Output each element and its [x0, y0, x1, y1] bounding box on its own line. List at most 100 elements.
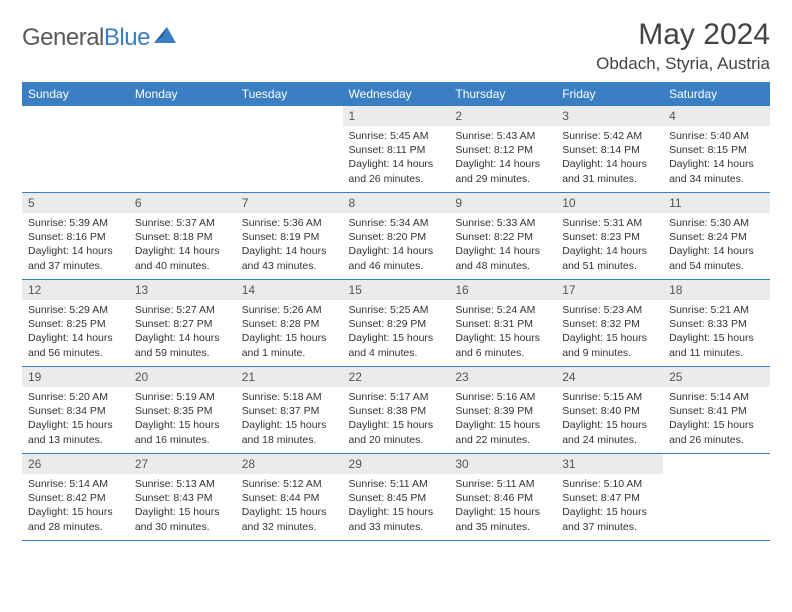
calendar-cell: 29Sunrise: 5:11 AMSunset: 8:45 PMDayligh… — [343, 454, 450, 541]
calendar-week-row: 19Sunrise: 5:20 AMSunset: 8:34 PMDayligh… — [22, 367, 770, 454]
calendar-cell: 28Sunrise: 5:12 AMSunset: 8:44 PMDayligh… — [236, 454, 343, 541]
day-number: 31 — [556, 454, 663, 474]
calendar-week-row: 26Sunrise: 5:14 AMSunset: 8:42 PMDayligh… — [22, 454, 770, 541]
day-header: Wednesday — [343, 82, 450, 106]
logo-text: GeneralBlue — [22, 24, 150, 52]
day-number: 18 — [663, 280, 770, 300]
calendar-cell: 16Sunrise: 5:24 AMSunset: 8:31 PMDayligh… — [449, 280, 556, 367]
calendar-cell: 8Sunrise: 5:34 AMSunset: 8:20 PMDaylight… — [343, 193, 450, 280]
calendar-cell: 30Sunrise: 5:11 AMSunset: 8:46 PMDayligh… — [449, 454, 556, 541]
day-number: 20 — [129, 367, 236, 387]
calendar-cell: 23Sunrise: 5:16 AMSunset: 8:39 PMDayligh… — [449, 367, 556, 454]
day-number: 11 — [663, 193, 770, 213]
calendar-cell — [236, 106, 343, 193]
day-details: Sunrise: 5:24 AMSunset: 8:31 PMDaylight:… — [449, 300, 556, 364]
day-header: Thursday — [449, 82, 556, 106]
day-details: Sunrise: 5:31 AMSunset: 8:23 PMDaylight:… — [556, 213, 663, 277]
day-details: Sunrise: 5:11 AMSunset: 8:45 PMDaylight:… — [343, 474, 450, 538]
day-details: Sunrise: 5:18 AMSunset: 8:37 PMDaylight:… — [236, 387, 343, 451]
day-header: Sunday — [22, 82, 129, 106]
day-details: Sunrise: 5:34 AMSunset: 8:20 PMDaylight:… — [343, 213, 450, 277]
day-number: 19 — [22, 367, 129, 387]
logo: GeneralBlue — [22, 18, 177, 52]
day-number: 1 — [343, 106, 450, 126]
day-details: Sunrise: 5:14 AMSunset: 8:41 PMDaylight:… — [663, 387, 770, 451]
day-header: Friday — [556, 82, 663, 106]
day-details: Sunrise: 5:42 AMSunset: 8:14 PMDaylight:… — [556, 126, 663, 190]
day-number: 2 — [449, 106, 556, 126]
title-block: May 2024 Obdach, Styria, Austria — [596, 18, 770, 74]
day-number: 6 — [129, 193, 236, 213]
day-details: Sunrise: 5:37 AMSunset: 8:18 PMDaylight:… — [129, 213, 236, 277]
day-details: Sunrise: 5:36 AMSunset: 8:19 PMDaylight:… — [236, 213, 343, 277]
calendar-cell: 9Sunrise: 5:33 AMSunset: 8:22 PMDaylight… — [449, 193, 556, 280]
day-number: 27 — [129, 454, 236, 474]
calendar-cell: 24Sunrise: 5:15 AMSunset: 8:40 PMDayligh… — [556, 367, 663, 454]
day-number: 23 — [449, 367, 556, 387]
day-number: 5 — [22, 193, 129, 213]
day-details: Sunrise: 5:25 AMSunset: 8:29 PMDaylight:… — [343, 300, 450, 364]
calendar-week-row: 12Sunrise: 5:29 AMSunset: 8:25 PMDayligh… — [22, 280, 770, 367]
day-details: Sunrise: 5:14 AMSunset: 8:42 PMDaylight:… — [22, 474, 129, 538]
day-details: Sunrise: 5:15 AMSunset: 8:40 PMDaylight:… — [556, 387, 663, 451]
day-number: 14 — [236, 280, 343, 300]
location: Obdach, Styria, Austria — [596, 54, 770, 74]
calendar-cell: 4Sunrise: 5:40 AMSunset: 8:15 PMDaylight… — [663, 106, 770, 193]
day-details: Sunrise: 5:30 AMSunset: 8:24 PMDaylight:… — [663, 213, 770, 277]
day-details: Sunrise: 5:13 AMSunset: 8:43 PMDaylight:… — [129, 474, 236, 538]
calendar-cell: 2Sunrise: 5:43 AMSunset: 8:12 PMDaylight… — [449, 106, 556, 193]
calendar-cell: 13Sunrise: 5:27 AMSunset: 8:27 PMDayligh… — [129, 280, 236, 367]
logo-triangle-icon — [153, 25, 177, 45]
day-number: 4 — [663, 106, 770, 126]
day-number — [663, 454, 770, 474]
day-details: Sunrise: 5:17 AMSunset: 8:38 PMDaylight:… — [343, 387, 450, 451]
day-details: Sunrise: 5:27 AMSunset: 8:27 PMDaylight:… — [129, 300, 236, 364]
day-number: 13 — [129, 280, 236, 300]
day-number: 3 — [556, 106, 663, 126]
day-details: Sunrise: 5:43 AMSunset: 8:12 PMDaylight:… — [449, 126, 556, 190]
calendar-cell: 17Sunrise: 5:23 AMSunset: 8:32 PMDayligh… — [556, 280, 663, 367]
calendar-week-row: 5Sunrise: 5:39 AMSunset: 8:16 PMDaylight… — [22, 193, 770, 280]
calendar-cell: 31Sunrise: 5:10 AMSunset: 8:47 PMDayligh… — [556, 454, 663, 541]
day-number: 16 — [449, 280, 556, 300]
day-number: 24 — [556, 367, 663, 387]
day-header: Saturday — [663, 82, 770, 106]
day-details: Sunrise: 5:39 AMSunset: 8:16 PMDaylight:… — [22, 213, 129, 277]
calendar-cell: 20Sunrise: 5:19 AMSunset: 8:35 PMDayligh… — [129, 367, 236, 454]
day-details: Sunrise: 5:23 AMSunset: 8:32 PMDaylight:… — [556, 300, 663, 364]
day-number: 17 — [556, 280, 663, 300]
day-number — [236, 106, 343, 126]
calendar-week-row: 1Sunrise: 5:45 AMSunset: 8:11 PMDaylight… — [22, 106, 770, 193]
calendar-cell: 27Sunrise: 5:13 AMSunset: 8:43 PMDayligh… — [129, 454, 236, 541]
calendar-cell: 3Sunrise: 5:42 AMSunset: 8:14 PMDaylight… — [556, 106, 663, 193]
day-number: 7 — [236, 193, 343, 213]
month-title: May 2024 — [596, 18, 770, 52]
calendar-cell: 6Sunrise: 5:37 AMSunset: 8:18 PMDaylight… — [129, 193, 236, 280]
day-number: 9 — [449, 193, 556, 213]
calendar-cell: 7Sunrise: 5:36 AMSunset: 8:19 PMDaylight… — [236, 193, 343, 280]
day-number: 12 — [22, 280, 129, 300]
day-details: Sunrise: 5:20 AMSunset: 8:34 PMDaylight:… — [22, 387, 129, 451]
day-details: Sunrise: 5:10 AMSunset: 8:47 PMDaylight:… — [556, 474, 663, 538]
logo-word1: General — [22, 24, 104, 51]
header: GeneralBlue May 2024 Obdach, Styria, Aus… — [22, 18, 770, 74]
day-number: 15 — [343, 280, 450, 300]
day-header: Monday — [129, 82, 236, 106]
calendar-body: 1Sunrise: 5:45 AMSunset: 8:11 PMDaylight… — [22, 106, 770, 541]
day-number: 21 — [236, 367, 343, 387]
day-details: Sunrise: 5:33 AMSunset: 8:22 PMDaylight:… — [449, 213, 556, 277]
calendar-cell — [129, 106, 236, 193]
calendar-cell: 14Sunrise: 5:26 AMSunset: 8:28 PMDayligh… — [236, 280, 343, 367]
day-details: Sunrise: 5:19 AMSunset: 8:35 PMDaylight:… — [129, 387, 236, 451]
day-number: 22 — [343, 367, 450, 387]
day-number: 28 — [236, 454, 343, 474]
calendar-header-row: SundayMondayTuesdayWednesdayThursdayFrid… — [22, 82, 770, 106]
calendar-cell: 1Sunrise: 5:45 AMSunset: 8:11 PMDaylight… — [343, 106, 450, 193]
day-details: Sunrise: 5:29 AMSunset: 8:25 PMDaylight:… — [22, 300, 129, 364]
day-number: 26 — [22, 454, 129, 474]
day-number: 25 — [663, 367, 770, 387]
day-number: 30 — [449, 454, 556, 474]
day-header: Tuesday — [236, 82, 343, 106]
day-number: 29 — [343, 454, 450, 474]
calendar-cell — [22, 106, 129, 193]
